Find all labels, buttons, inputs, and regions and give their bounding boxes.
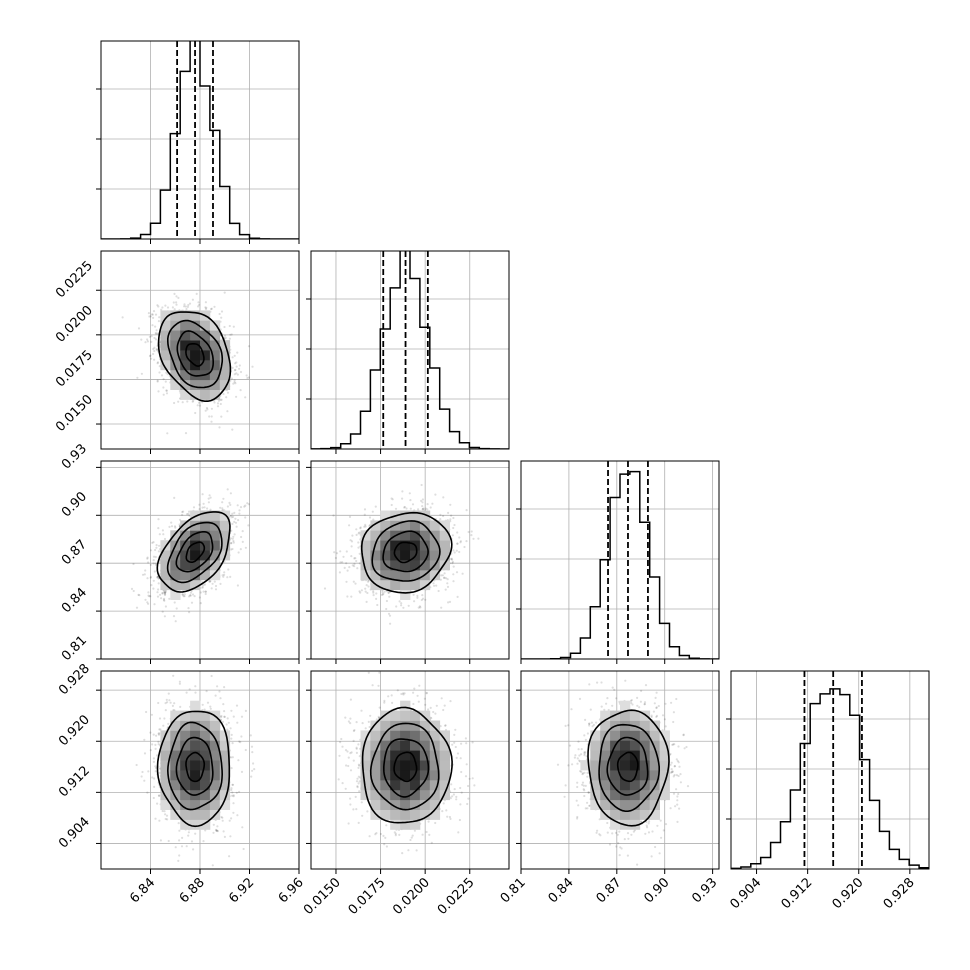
x-tick-label-0-1: 6.88 [177,875,208,906]
density-frame-1-3 [310,670,510,870]
contour-1-2-2 [371,520,441,582]
density-grid-1-3 [311,671,509,869]
x-tick-label-1-0: 0.0150 [301,875,344,918]
contour-1-2-0 [393,541,418,564]
hist-step-2 [521,470,719,659]
density-panel-1-2 [310,460,510,660]
contour-0-3-2 [166,721,224,811]
y-tick-label-1-1: 0.0175 [53,348,96,391]
density-cells-1-3 [360,700,450,830]
contour-0-1-0 [185,343,205,367]
density-contours-0-3 [156,710,231,828]
hist-frame-2 [520,460,720,660]
y-tick-label-3-1: 0.912 [56,763,93,800]
hist-step-1 [311,251,509,449]
x-axis-3: 0.904 0.912 0.920 0.928 [727,869,918,912]
density-panel-1-3 [310,670,510,870]
contour-0-3-0 [185,751,206,783]
contour-0-3-1 [175,736,214,796]
hist-grid-1 [306,251,509,449]
density-panel-0-2 [100,460,300,660]
contour-0-2-1 [175,531,214,573]
hist-bars-3 [731,688,929,869]
x-tick-label-3-0: 0.904 [727,875,764,912]
y-tick-label-2-2: 0.87 [59,537,90,568]
density-contours-2-3 [587,709,670,827]
x-axis-0: 6.84 6.88 6.92 6.96 [127,869,307,906]
hist-panel-3 [726,670,930,870]
contour-0-1-2 [167,319,224,389]
contour-1-3-0 [393,751,418,783]
x-tick-label-1-1: 0.0175 [346,875,389,918]
hist-frame-3 [730,670,930,870]
contour-2-3-2 [598,723,660,812]
hist-panel-1 [306,250,510,450]
contour-1-2-1 [382,530,429,573]
x-tick-label-1-3: 0.0225 [435,875,478,918]
y-tick-label-2-4: 0.93 [59,441,90,472]
density-cells-0-3 [160,700,231,830]
hist-grid-2 [516,461,719,659]
hist-panel-0 [96,40,300,240]
x-tick-label-3-3: 0.928 [881,875,918,912]
x-tick-label-0-3: 6.96 [276,875,307,906]
contour-1-3-3 [361,706,453,824]
density-contours-1-2 [360,511,453,594]
hist-grid-0 [96,41,300,239]
x-tick-label-2-2: 0.87 [594,875,625,906]
y-tick-label-2-0: 0.81 [59,633,90,664]
density-panel-2-3 [520,670,720,870]
contour-2-3-1 [606,736,649,796]
hist-frame-1 [310,250,510,450]
hist-bars-2 [521,470,719,659]
y-tick-label-2-3: 0.90 [59,489,90,520]
contour-2-3-3 [587,709,670,827]
y-tick-label-1-2: 0.0200 [53,303,96,346]
density-contours-0-1 [157,311,232,402]
y-tick-label-3-0: 0.904 [56,815,93,852]
contour-0-1-1 [176,330,214,377]
y-tick-label-2-1: 0.84 [59,585,90,616]
contour-1-3-1 [383,738,430,798]
y-axis-3: 0.904 0.912 0.920 0.928 [56,661,101,851]
x-tick-label-2-1: 0.84 [546,875,577,906]
hist-step-3 [731,688,929,869]
y-tick-label-3-2: 0.920 [56,712,93,749]
x-tick-label-3-1: 0.912 [779,875,816,912]
contour-1-2-3 [360,511,453,594]
x-tick-label-0-2: 6.92 [226,875,257,906]
x-axis-2: 0.81 0.84 0.87 0.90 0.93 [498,869,720,906]
y-tick-label-1-3: 0.0225 [53,258,96,301]
contour-2-3-0 [616,751,639,783]
contour-0-2-2 [166,521,223,584]
x-tick-label-1-2: 0.0200 [390,875,433,918]
density-contours-0-2 [156,511,231,593]
contour-0-2-0 [185,541,206,563]
x-tick-label-2-0: 0.81 [498,875,529,906]
y-axis-2: 0.81 0.84 0.87 0.90 0.93 [59,441,101,664]
y-tick-label-3-3: 0.928 [56,661,93,698]
hist-bars-1 [311,251,509,449]
contour-0-1-3 [157,311,232,402]
x-tick-label-3-2: 0.920 [830,875,867,912]
density-contours-1-3 [361,706,453,824]
x-tick-label-2-3: 0.90 [641,875,672,906]
x-tick-label-0-0: 6.84 [127,875,158,906]
hist-grid-3 [726,671,929,869]
density-grid-0-1 [101,251,299,449]
x-tick-label-2-4: 0.93 [689,875,720,906]
density-frame-2-3 [520,670,720,870]
contour-0-2-3 [156,511,231,593]
density-panel-0-1 [100,250,300,450]
contour-1-3-2 [369,722,440,811]
hist-panel-2 [516,460,720,660]
density-frame-1-2 [310,460,510,660]
density-panel-0-3 [100,670,300,870]
contour-0-3-3 [156,710,231,828]
x-axis-1: 0.0150 0.0175 0.0200 0.0225 [301,869,478,918]
y-tick-label-1-0: 0.0150 [53,392,96,435]
